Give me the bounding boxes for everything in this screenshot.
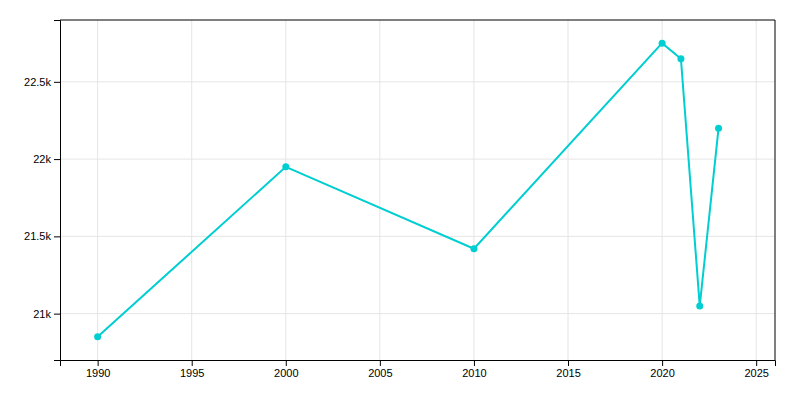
y-tick: 21k	[33, 308, 60, 320]
x-tick: 2015	[556, 360, 580, 379]
grid-line-x	[379, 20, 380, 360]
x-axis: 1990 1995 2000 2005 2010 2015 2020 2025	[61, 360, 776, 379]
grid-line-x	[662, 20, 663, 360]
x-tick-mark	[192, 360, 193, 366]
grid-line-x	[568, 20, 569, 360]
x-tick: 1995	[180, 360, 204, 379]
x-tick-label: 2005	[368, 367, 392, 379]
y-tick: 21.5k	[24, 230, 60, 242]
grid-line-y	[60, 159, 775, 160]
x-tick-mark	[568, 360, 569, 366]
point	[470, 245, 477, 252]
x-tick-mark	[474, 360, 475, 366]
x-tick-mark	[286, 360, 287, 366]
y-tick-label: 22.5k	[24, 76, 51, 88]
y-tick: 22.5k	[24, 76, 60, 88]
y-tick-mark	[54, 236, 60, 237]
grid-line-y	[60, 236, 775, 237]
x-tick-label: 1995	[180, 367, 204, 379]
x-tick-label: 1990	[86, 367, 110, 379]
x-tick-mark	[98, 360, 99, 366]
plot-frame	[60, 20, 775, 360]
y-tick-label: 22k	[33, 153, 51, 165]
x-tick: 2025	[744, 360, 768, 379]
x-tick-label: 2025	[744, 367, 768, 379]
x-tick-mark	[662, 360, 663, 366]
point	[715, 125, 722, 132]
x-tick-mark	[380, 360, 381, 366]
x-tick: 1990	[86, 360, 110, 379]
y-tick-label: 21.5k	[24, 230, 51, 242]
point	[677, 55, 684, 62]
y-tick-mark	[54, 314, 60, 315]
point	[282, 163, 289, 170]
x-tick-label: 2020	[650, 367, 674, 379]
y-tick-mark	[54, 82, 60, 83]
point	[659, 40, 666, 47]
data-layer	[94, 40, 722, 341]
chart-svg: 1990 1995 2000 2005 2010 2015 2020 2025 21k 21.5k…	[0, 0, 800, 400]
grid-line-y	[60, 313, 775, 314]
y-axis-line	[54, 21, 61, 361]
frame-top	[60, 20, 775, 21]
grid-line-x	[473, 20, 474, 360]
x-axis-line	[61, 361, 776, 367]
y-tick: 22k	[33, 153, 60, 165]
point	[696, 302, 703, 309]
x-tick-label: 2015	[556, 367, 580, 379]
grid-line-x	[97, 20, 98, 360]
x-tick: 2005	[368, 360, 392, 379]
line	[98, 43, 719, 337]
x-tick: 2020	[650, 360, 674, 379]
grid	[60, 20, 775, 360]
x-tick-label: 2000	[274, 367, 298, 379]
grid-line-y	[60, 81, 775, 82]
grid-line-x	[191, 20, 192, 360]
x-tick: 2000	[274, 360, 298, 379]
plot-area: 1990 1995 2000 2005 2010 2015 2020 2025 21k 21.5k…	[24, 20, 775, 379]
frame-right	[775, 20, 776, 360]
grid-line-x	[756, 20, 757, 360]
chart-container: 1990 1995 2000 2005 2010 2015 2020 2025 21k 21.5k…	[0, 0, 800, 400]
y-tick-label: 21k	[33, 308, 51, 320]
point	[94, 333, 101, 340]
grid-line-x	[285, 20, 286, 360]
y-tick-mark	[54, 159, 60, 160]
x-tick: 2010	[462, 360, 486, 379]
y-axis: 21k 21.5k 22k 22.5k	[24, 21, 60, 361]
x-tick-label: 2010	[462, 367, 486, 379]
x-tick-mark	[756, 360, 757, 366]
